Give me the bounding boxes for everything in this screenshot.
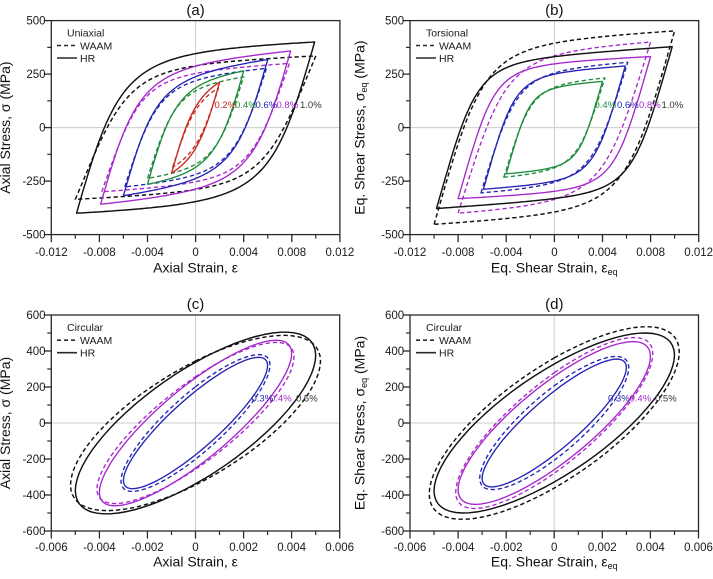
svg-text:WAAM: WAAM bbox=[80, 335, 112, 347]
svg-text:Circular: Circular bbox=[426, 322, 463, 334]
svg-text:0.4%: 0.4% bbox=[595, 100, 617, 111]
svg-text:0.004: 0.004 bbox=[588, 247, 617, 259]
svg-text:200: 200 bbox=[385, 382, 404, 394]
svg-text:0.4%: 0.4% bbox=[235, 100, 257, 111]
svg-text:-0.004: -0.004 bbox=[442, 542, 475, 554]
svg-text:250: 250 bbox=[385, 69, 404, 81]
svg-text:400: 400 bbox=[26, 346, 45, 358]
svg-text:200: 200 bbox=[26, 382, 45, 394]
svg-text:-200: -200 bbox=[22, 454, 45, 466]
svg-text:-0.004: -0.004 bbox=[83, 542, 116, 554]
svg-text:Eq. Shear Strain, εeq: Eq. Shear Strain, εeq bbox=[491, 554, 618, 572]
svg-text:WAAM: WAAM bbox=[80, 40, 112, 52]
svg-text:0: 0 bbox=[398, 418, 404, 430]
svg-text:(d): (d) bbox=[545, 296, 563, 313]
svg-text:Axial Strain, ε: Axial Strain, ε bbox=[153, 554, 238, 570]
svg-text:(b): (b) bbox=[545, 2, 563, 19]
svg-text:-500: -500 bbox=[22, 230, 45, 242]
svg-text:-0.002: -0.002 bbox=[490, 542, 523, 554]
svg-text:-250: -250 bbox=[22, 176, 45, 188]
svg-text:250: 250 bbox=[26, 69, 45, 81]
svg-text:-0.006: -0.006 bbox=[394, 542, 427, 554]
svg-text:0.002: 0.002 bbox=[229, 542, 258, 554]
svg-text:Eq. Shear Strain, εeq: Eq. Shear Strain, εeq bbox=[491, 260, 618, 278]
svg-text:0.012: 0.012 bbox=[684, 247, 713, 259]
svg-text:0.6%: 0.6% bbox=[617, 100, 639, 111]
svg-text:0.004: 0.004 bbox=[229, 247, 258, 259]
svg-text:0.012: 0.012 bbox=[326, 247, 355, 259]
svg-text:HR: HR bbox=[439, 348, 455, 360]
svg-text:-400: -400 bbox=[381, 490, 404, 502]
svg-text:0.008: 0.008 bbox=[636, 247, 665, 259]
svg-text:-250: -250 bbox=[381, 176, 404, 188]
svg-text:0: 0 bbox=[39, 123, 45, 135]
svg-text:1.0%: 1.0% bbox=[300, 100, 322, 111]
svg-text:0.2%: 0.2% bbox=[215, 100, 237, 111]
svg-text:0.5%: 0.5% bbox=[296, 394, 318, 405]
svg-text:Axial Stress, σ (MPa): Axial Stress, σ (MPa) bbox=[0, 357, 13, 489]
svg-text:-0.008: -0.008 bbox=[442, 247, 475, 259]
svg-text:Torsional: Torsional bbox=[426, 27, 468, 39]
svg-text:0.006: 0.006 bbox=[325, 542, 354, 554]
svg-text:Axial Stress, σ (MPa): Axial Stress, σ (MPa) bbox=[0, 61, 13, 193]
svg-text:-0.004: -0.004 bbox=[131, 247, 164, 259]
svg-text:0.4%: 0.4% bbox=[630, 394, 652, 405]
svg-text:HR: HR bbox=[439, 53, 455, 65]
svg-text:(a): (a) bbox=[186, 2, 204, 19]
svg-text:WAAM: WAAM bbox=[439, 335, 471, 347]
svg-text:0.006: 0.006 bbox=[684, 542, 713, 554]
svg-text:-0.004: -0.004 bbox=[490, 247, 523, 259]
svg-text:-600: -600 bbox=[22, 526, 45, 538]
svg-text:0.008: 0.008 bbox=[277, 247, 306, 259]
svg-text:WAAM: WAAM bbox=[439, 40, 471, 52]
svg-text:-0.012: -0.012 bbox=[394, 247, 427, 259]
svg-text:0: 0 bbox=[192, 247, 198, 259]
svg-text:400: 400 bbox=[385, 346, 404, 358]
svg-text:-500: -500 bbox=[381, 230, 404, 242]
svg-text:600: 600 bbox=[385, 310, 404, 322]
svg-text:Uniaxial: Uniaxial bbox=[67, 27, 104, 39]
svg-text:Eq. Shear Stress, σeq (MPa): Eq. Shear Stress, σeq (MPa) bbox=[352, 40, 370, 214]
svg-text:0.8%: 0.8% bbox=[277, 100, 299, 111]
svg-text:-0.012: -0.012 bbox=[35, 247, 68, 259]
svg-text:Eq. Shear Stress, σeq (MPa): Eq. Shear Stress, σeq (MPa) bbox=[352, 336, 370, 510]
svg-text:-600: -600 bbox=[381, 526, 404, 538]
svg-text:0.002: 0.002 bbox=[588, 542, 617, 554]
svg-text:0: 0 bbox=[192, 542, 198, 554]
svg-text:-0.006: -0.006 bbox=[35, 542, 68, 554]
svg-text:500: 500 bbox=[385, 16, 404, 28]
svg-text:1.0%: 1.0% bbox=[662, 100, 684, 111]
svg-text:0: 0 bbox=[551, 247, 557, 259]
svg-text:Circular: Circular bbox=[67, 322, 104, 334]
svg-text:Axial Strain, ε: Axial Strain, ε bbox=[153, 260, 238, 276]
svg-text:600: 600 bbox=[26, 310, 45, 322]
svg-text:0: 0 bbox=[39, 418, 45, 430]
svg-text:500: 500 bbox=[26, 16, 45, 28]
svg-text:HR: HR bbox=[80, 348, 96, 360]
svg-text:(c): (c) bbox=[187, 296, 205, 313]
svg-text:0.3%: 0.3% bbox=[252, 394, 274, 405]
svg-text:0.8%: 0.8% bbox=[639, 100, 661, 111]
svg-text:HR: HR bbox=[80, 53, 96, 65]
svg-text:0.004: 0.004 bbox=[277, 542, 306, 554]
svg-text:0.6%: 0.6% bbox=[256, 100, 278, 111]
svg-text:0: 0 bbox=[398, 123, 404, 135]
svg-text:0: 0 bbox=[551, 542, 557, 554]
svg-text:0.5%: 0.5% bbox=[655, 394, 677, 405]
svg-text:-0.008: -0.008 bbox=[83, 247, 116, 259]
svg-text:-400: -400 bbox=[22, 490, 45, 502]
svg-text:-200: -200 bbox=[381, 454, 404, 466]
svg-text:0.004: 0.004 bbox=[636, 542, 665, 554]
svg-text:0.4%: 0.4% bbox=[270, 394, 292, 405]
svg-text:-0.002: -0.002 bbox=[131, 542, 164, 554]
svg-text:0.3%: 0.3% bbox=[608, 394, 630, 405]
